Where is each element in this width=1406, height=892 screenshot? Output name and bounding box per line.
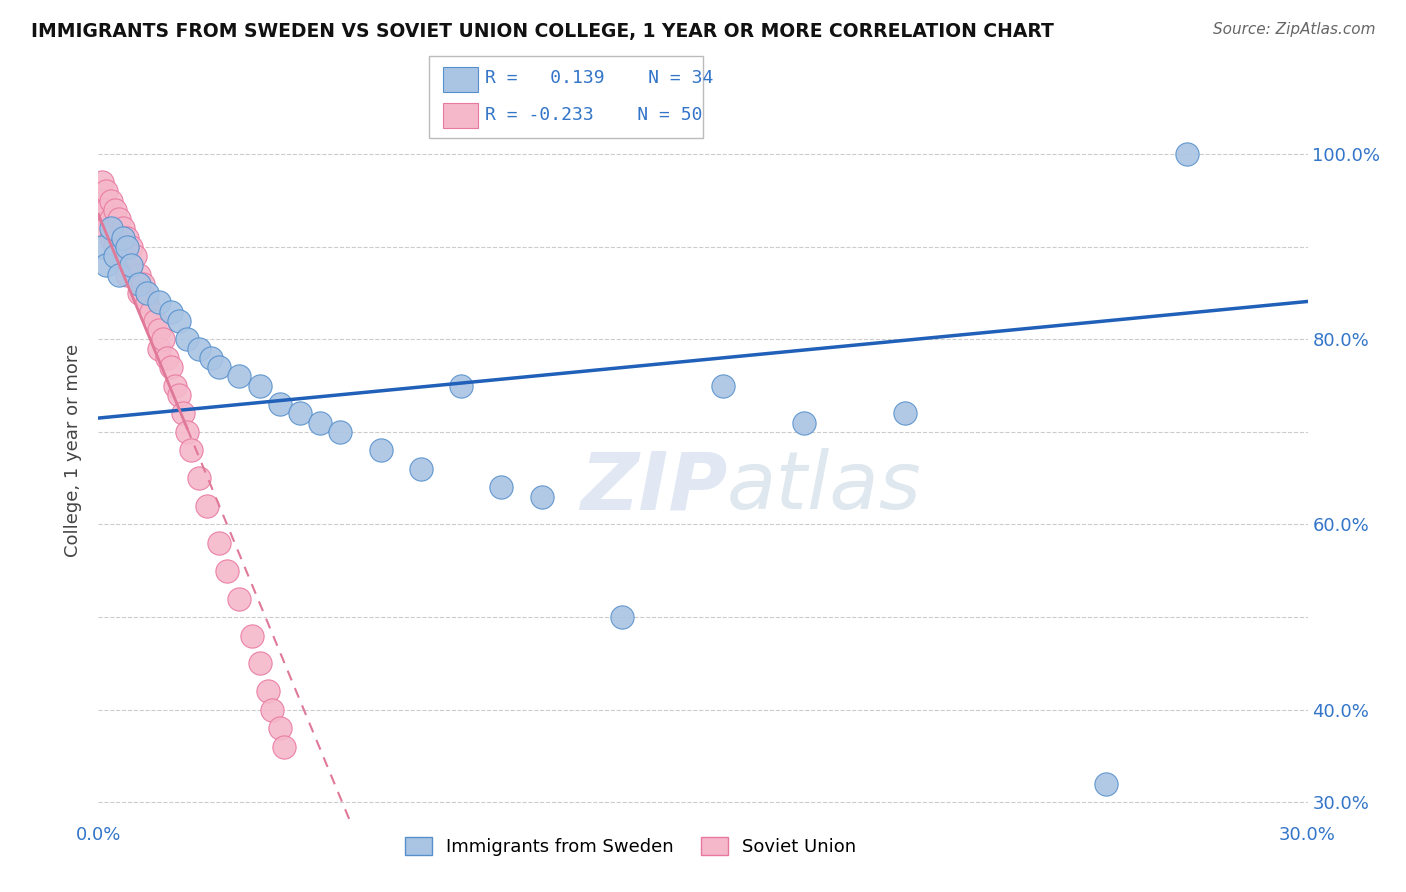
Point — [100, 221, 122, 235]
Point — [107, 268, 129, 282]
Point — [228, 369, 250, 384]
Point — [120, 240, 142, 254]
Point — [256, 684, 278, 698]
Point — [103, 249, 125, 263]
Point — [893, 407, 915, 421]
Point — [148, 342, 170, 356]
Point — [91, 212, 114, 227]
Point — [188, 342, 211, 356]
Point — [288, 407, 311, 421]
Point — [96, 221, 118, 235]
Point — [200, 351, 222, 365]
Point — [103, 202, 125, 217]
Point — [156, 351, 179, 365]
Point — [208, 536, 231, 550]
Point — [100, 212, 122, 227]
Point — [160, 304, 183, 318]
Point — [111, 221, 134, 235]
Point — [195, 499, 218, 513]
Point — [115, 240, 138, 254]
Point — [612, 610, 634, 624]
Point — [96, 185, 118, 199]
Text: ZIP: ZIP — [579, 449, 727, 526]
Point — [793, 416, 815, 430]
Point — [176, 332, 198, 346]
Point — [167, 314, 190, 328]
Point — [188, 471, 211, 485]
Point — [491, 481, 513, 495]
Point — [135, 286, 157, 301]
Point — [249, 378, 271, 392]
Point — [128, 286, 150, 301]
Point — [91, 240, 114, 254]
Point — [100, 194, 122, 208]
Y-axis label: College, 1 year or more: College, 1 year or more — [65, 344, 83, 557]
Point — [128, 268, 150, 282]
Point — [91, 175, 114, 189]
Point — [269, 721, 291, 735]
Point — [176, 425, 198, 439]
Point — [139, 304, 162, 318]
Point — [115, 249, 138, 263]
Point — [249, 657, 271, 671]
Point — [152, 332, 174, 346]
Point — [711, 378, 734, 392]
Point — [160, 360, 183, 375]
Point — [111, 240, 134, 254]
Point — [128, 277, 150, 291]
Point — [309, 416, 332, 430]
Point — [115, 268, 138, 282]
Point — [96, 202, 118, 217]
Point — [163, 378, 186, 392]
Point — [208, 360, 231, 375]
Point — [148, 323, 170, 337]
Point — [132, 277, 155, 291]
Point — [91, 194, 114, 208]
Text: R =   0.139    N = 34: R = 0.139 N = 34 — [485, 69, 713, 87]
Point — [172, 407, 194, 421]
Point — [273, 739, 295, 754]
Text: R = -0.233    N = 50: R = -0.233 N = 50 — [485, 106, 703, 124]
Point — [103, 240, 125, 254]
Point — [228, 591, 250, 606]
Point — [107, 249, 129, 263]
Point — [1175, 147, 1198, 161]
Point — [107, 230, 129, 244]
Text: atlas: atlas — [727, 449, 922, 526]
Point — [120, 259, 142, 273]
Point — [111, 230, 134, 244]
Point — [530, 490, 553, 504]
Point — [329, 425, 352, 439]
Point — [143, 314, 166, 328]
Point — [115, 230, 138, 244]
Point — [240, 629, 263, 643]
Point — [409, 462, 432, 476]
Legend: Immigrants from Sweden, Soviet Union: Immigrants from Sweden, Soviet Union — [398, 830, 863, 863]
Point — [135, 295, 157, 310]
Point — [120, 259, 142, 273]
Point — [370, 443, 392, 458]
Point — [100, 230, 122, 244]
Point — [260, 703, 283, 717]
Point — [103, 221, 125, 235]
Text: IMMIGRANTS FROM SWEDEN VS SOVIET UNION COLLEGE, 1 YEAR OR MORE CORRELATION CHART: IMMIGRANTS FROM SWEDEN VS SOVIET UNION C… — [31, 22, 1054, 41]
Point — [96, 259, 118, 273]
Point — [107, 212, 129, 227]
Point — [217, 564, 239, 578]
Text: Source: ZipAtlas.com: Source: ZipAtlas.com — [1212, 22, 1375, 37]
Point — [1095, 776, 1118, 791]
Point — [180, 443, 202, 458]
Point — [124, 249, 146, 263]
Point — [450, 378, 472, 392]
Point — [167, 388, 190, 402]
Point — [269, 397, 291, 411]
Point — [148, 295, 170, 310]
